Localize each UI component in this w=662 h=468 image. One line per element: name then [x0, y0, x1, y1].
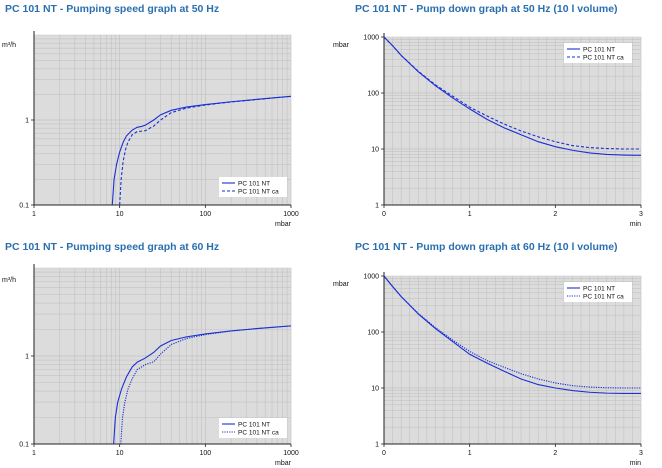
chart-panel-2: PC 101 NT - Pump down graph at 50 Hz (10… [331, 0, 662, 234]
y-tick-label: 1000 [363, 274, 379, 281]
x-tick-label: 1 [468, 450, 472, 457]
x-tick-label: 2 [553, 211, 557, 218]
grid [383, 36, 642, 206]
y-tick-label: 0.1 [19, 442, 29, 449]
x-tick-label: 2 [553, 450, 557, 457]
x-tick-label: 100 [199, 211, 211, 218]
y-tick-label: 10 [371, 147, 379, 154]
x-axis-label: mbar [275, 221, 292, 228]
chart-title: PC 101 NT - Pump down graph at 50 Hz (10… [355, 3, 618, 15]
legend-box [564, 43, 632, 63]
x-tick-label: 0 [382, 211, 386, 218]
chart-panel-1: PC 101 NT - Pumping speed graph at 50 Hz… [0, 0, 331, 234]
chart-panel-3: PC 101 NT - Pumping speed graph at 60 Hz… [0, 234, 331, 468]
series-line-2 [119, 95, 292, 206]
x-tick-label: 3 [639, 211, 643, 218]
chart-panel-4: PC 101 NT - Pump down graph at 60 Hz (10… [331, 234, 662, 468]
y-tick-label: 0.1 [19, 203, 29, 210]
x-tick-label: 1 [32, 211, 36, 218]
legend-box [219, 177, 287, 197]
legend-box [564, 282, 632, 302]
y-tick-label: 1 [375, 203, 379, 210]
y-tick-label: 100 [367, 91, 379, 98]
y-tick-label: 100 [367, 330, 379, 337]
y-tick-label: 1 [375, 442, 379, 449]
x-tick-label: 10 [116, 211, 124, 218]
x-axis-label: min [630, 460, 641, 467]
y-tick-label: 1000 [363, 35, 379, 42]
y-tick-label: 1 [25, 118, 29, 125]
y-tick-label: 10 [371, 386, 379, 393]
x-tick-label: 1 [468, 211, 472, 218]
y-tick-label: 1 [25, 354, 29, 361]
x-tick-label: 0 [382, 450, 386, 457]
y-axis-label: mbar [333, 42, 350, 49]
grid [383, 275, 642, 445]
legend-label: PC 101 NT ca [238, 189, 279, 196]
legend-label: PC 101 NT [238, 181, 270, 188]
legend-label: PC 101 NT ca [238, 430, 279, 437]
legend-label: PC 101 NT [238, 422, 270, 429]
x-tick-label: 1000 [283, 450, 299, 457]
chart-title: PC 101 NT - Pumping speed graph at 60 Hz [5, 241, 220, 253]
legend-box [219, 418, 287, 438]
series-line-2 [383, 36, 641, 150]
x-tick-label: 3 [639, 450, 643, 457]
x-tick-label: 10 [116, 450, 124, 457]
series-line-2 [120, 325, 292, 445]
series-line-1 [383, 275, 641, 394]
y-axis-label: mbar [333, 281, 350, 288]
y-axis-label: m³/h [2, 277, 16, 284]
chart-title: PC 101 NT - Pump down graph at 60 Hz (10… [355, 241, 618, 253]
chart-title: PC 101 NT - Pumping speed graph at 50 Hz [5, 3, 220, 15]
legend-label: PC 101 NT [583, 47, 615, 54]
x-tick-label: 100 [199, 450, 211, 457]
legend-label: PC 101 NT ca [583, 55, 624, 62]
x-axis-label: min [630, 221, 641, 228]
x-tick-label: 1 [32, 450, 36, 457]
legend-label: PC 101 NT ca [583, 294, 624, 301]
legend-label: PC 101 NT [583, 286, 615, 293]
x-tick-label: 1000 [283, 211, 299, 218]
y-axis-label: m³/h [2, 42, 16, 49]
grid [33, 267, 292, 445]
x-axis-label: mbar [275, 460, 292, 467]
